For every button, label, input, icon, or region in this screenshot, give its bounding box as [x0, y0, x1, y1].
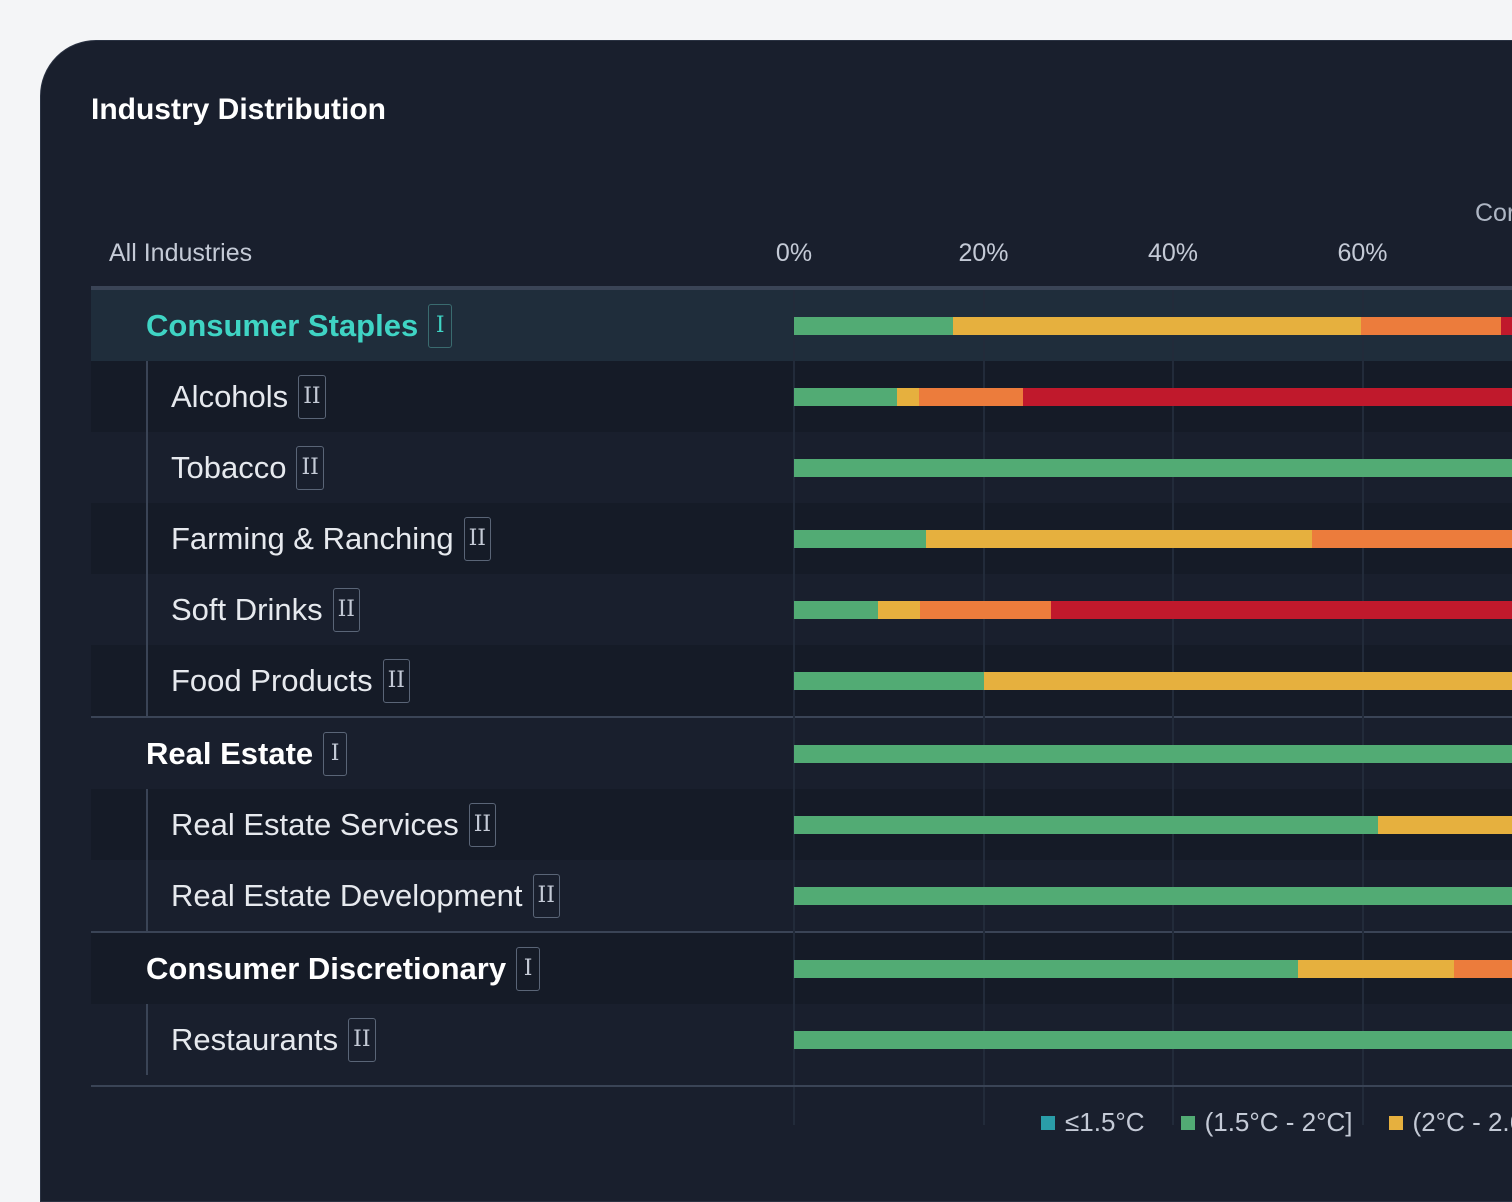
hierarchy-guide	[146, 361, 148, 716]
gridline	[793, 290, 795, 1125]
gridline	[983, 290, 985, 1125]
bar-segment[interactable]	[1378, 816, 1512, 834]
bar-segment[interactable]	[794, 960, 1298, 978]
industry-label[interactable]: Consumer Staples I	[146, 290, 452, 361]
bar-segment[interactable]	[878, 601, 920, 619]
industry-label[interactable]: Soft Drinks II	[171, 574, 360, 645]
gridline	[1172, 290, 1174, 1125]
industry-label[interactable]: Consumer Discretionary I	[146, 933, 540, 1004]
bar-segment[interactable]	[1361, 317, 1501, 335]
panel-title: Industry Distribution	[91, 93, 386, 127]
industry-label[interactable]: Real Estate Development II	[171, 860, 560, 931]
bar-segment[interactable]	[1023, 388, 1512, 406]
bar-segment[interactable]	[794, 672, 984, 690]
bar-segment[interactable]	[794, 530, 926, 548]
group-divider	[91, 716, 1512, 718]
legend-item[interactable]: (1.5°C - 2°C]	[1181, 1107, 1353, 1138]
bar-segment[interactable]	[926, 530, 1313, 548]
level-badge: II	[533, 874, 560, 918]
hierarchy-guide	[146, 1004, 148, 1075]
industry-name: Real Estate	[146, 736, 313, 772]
industry-label[interactable]: Tobacco II	[171, 432, 324, 503]
all-industries-header[interactable]: All Industries	[109, 239, 252, 268]
level-badge: I	[323, 732, 347, 776]
level-badge: II	[348, 1018, 375, 1062]
level-badge: II	[469, 803, 496, 847]
bar-segment[interactable]	[897, 388, 919, 406]
bar-segment[interactable]	[794, 887, 1512, 905]
industry-label[interactable]: Alcohols II	[171, 361, 326, 432]
legend-swatch	[1041, 1116, 1055, 1130]
bar-segment[interactable]	[1051, 601, 1512, 619]
bar-segment[interactable]	[794, 388, 897, 406]
level-badge: I	[428, 304, 452, 348]
industry-distribution-panel: Industry Distribution Cor All Industries…	[40, 40, 1512, 1202]
industry-name: Consumer Discretionary	[146, 951, 506, 987]
bar-segment[interactable]	[1501, 317, 1512, 335]
bar-segment[interactable]	[953, 317, 1360, 335]
legend-label: (2°C - 2.6	[1413, 1107, 1512, 1138]
industry-name: Food Products	[171, 663, 373, 699]
level-badge: II	[298, 375, 325, 419]
industry-label[interactable]: Real Estate Services II	[171, 789, 496, 860]
industry-label[interactable]: Restaurants II	[171, 1004, 376, 1075]
industry-name: Soft Drinks	[171, 592, 323, 628]
industry-name: Farming & Ranching	[171, 521, 454, 557]
x-tick-label: 40%	[1148, 239, 1198, 268]
industry-label[interactable]: Real Estate I	[146, 718, 347, 789]
gridline	[1362, 290, 1364, 1125]
industry-name: Consumer Staples	[146, 308, 418, 344]
bar-segment[interactable]	[794, 745, 1512, 763]
bar-segment[interactable]	[794, 317, 953, 335]
legend-item[interactable]: (2°C - 2.6	[1389, 1107, 1512, 1138]
bar-segment[interactable]	[794, 459, 1512, 477]
industry-name: Alcohols	[171, 379, 288, 415]
level-badge: II	[333, 588, 360, 632]
legend: ≤1.5°C (1.5°C - 2°C] (2°C - 2.6	[1041, 1107, 1512, 1138]
legend-label: (1.5°C - 2°C]	[1205, 1107, 1353, 1138]
bar-segment[interactable]	[1312, 530, 1512, 548]
x-tick-label: 20%	[958, 239, 1008, 268]
hierarchy-guide	[146, 789, 148, 931]
level-badge: II	[383, 659, 410, 703]
legend-item[interactable]: ≤1.5°C	[1041, 1107, 1145, 1138]
industry-name: Real Estate Services	[171, 807, 459, 843]
industry-name: Tobacco	[171, 450, 286, 486]
x-tick-label: 60%	[1337, 239, 1387, 268]
bar-segment[interactable]	[920, 601, 1051, 619]
bar-segment[interactable]	[794, 601, 878, 619]
truncated-column-header: Cor	[1475, 199, 1512, 228]
bar-segment[interactable]	[794, 1031, 1512, 1049]
industry-name: Restaurants	[171, 1022, 338, 1058]
group-divider	[91, 931, 1512, 933]
bar-segment[interactable]	[1454, 960, 1512, 978]
legend-swatch	[1389, 1116, 1403, 1130]
x-tick-label: 0%	[776, 239, 812, 268]
legend-swatch	[1181, 1116, 1195, 1130]
bar-segment[interactable]	[1298, 960, 1454, 978]
level-badge: I	[516, 947, 540, 991]
level-badge: II	[464, 517, 491, 561]
industry-label[interactable]: Food Products II	[171, 645, 410, 716]
bar-segment[interactable]	[919, 388, 1023, 406]
industry-label[interactable]: Farming & Ranching II	[171, 503, 491, 574]
table-bottom-divider	[91, 1085, 1512, 1087]
bar-segment[interactable]	[794, 816, 1378, 834]
industry-name: Real Estate Development	[171, 878, 523, 914]
level-badge: II	[296, 446, 323, 490]
legend-label: ≤1.5°C	[1065, 1107, 1145, 1138]
bar-segment[interactable]	[984, 672, 1512, 690]
